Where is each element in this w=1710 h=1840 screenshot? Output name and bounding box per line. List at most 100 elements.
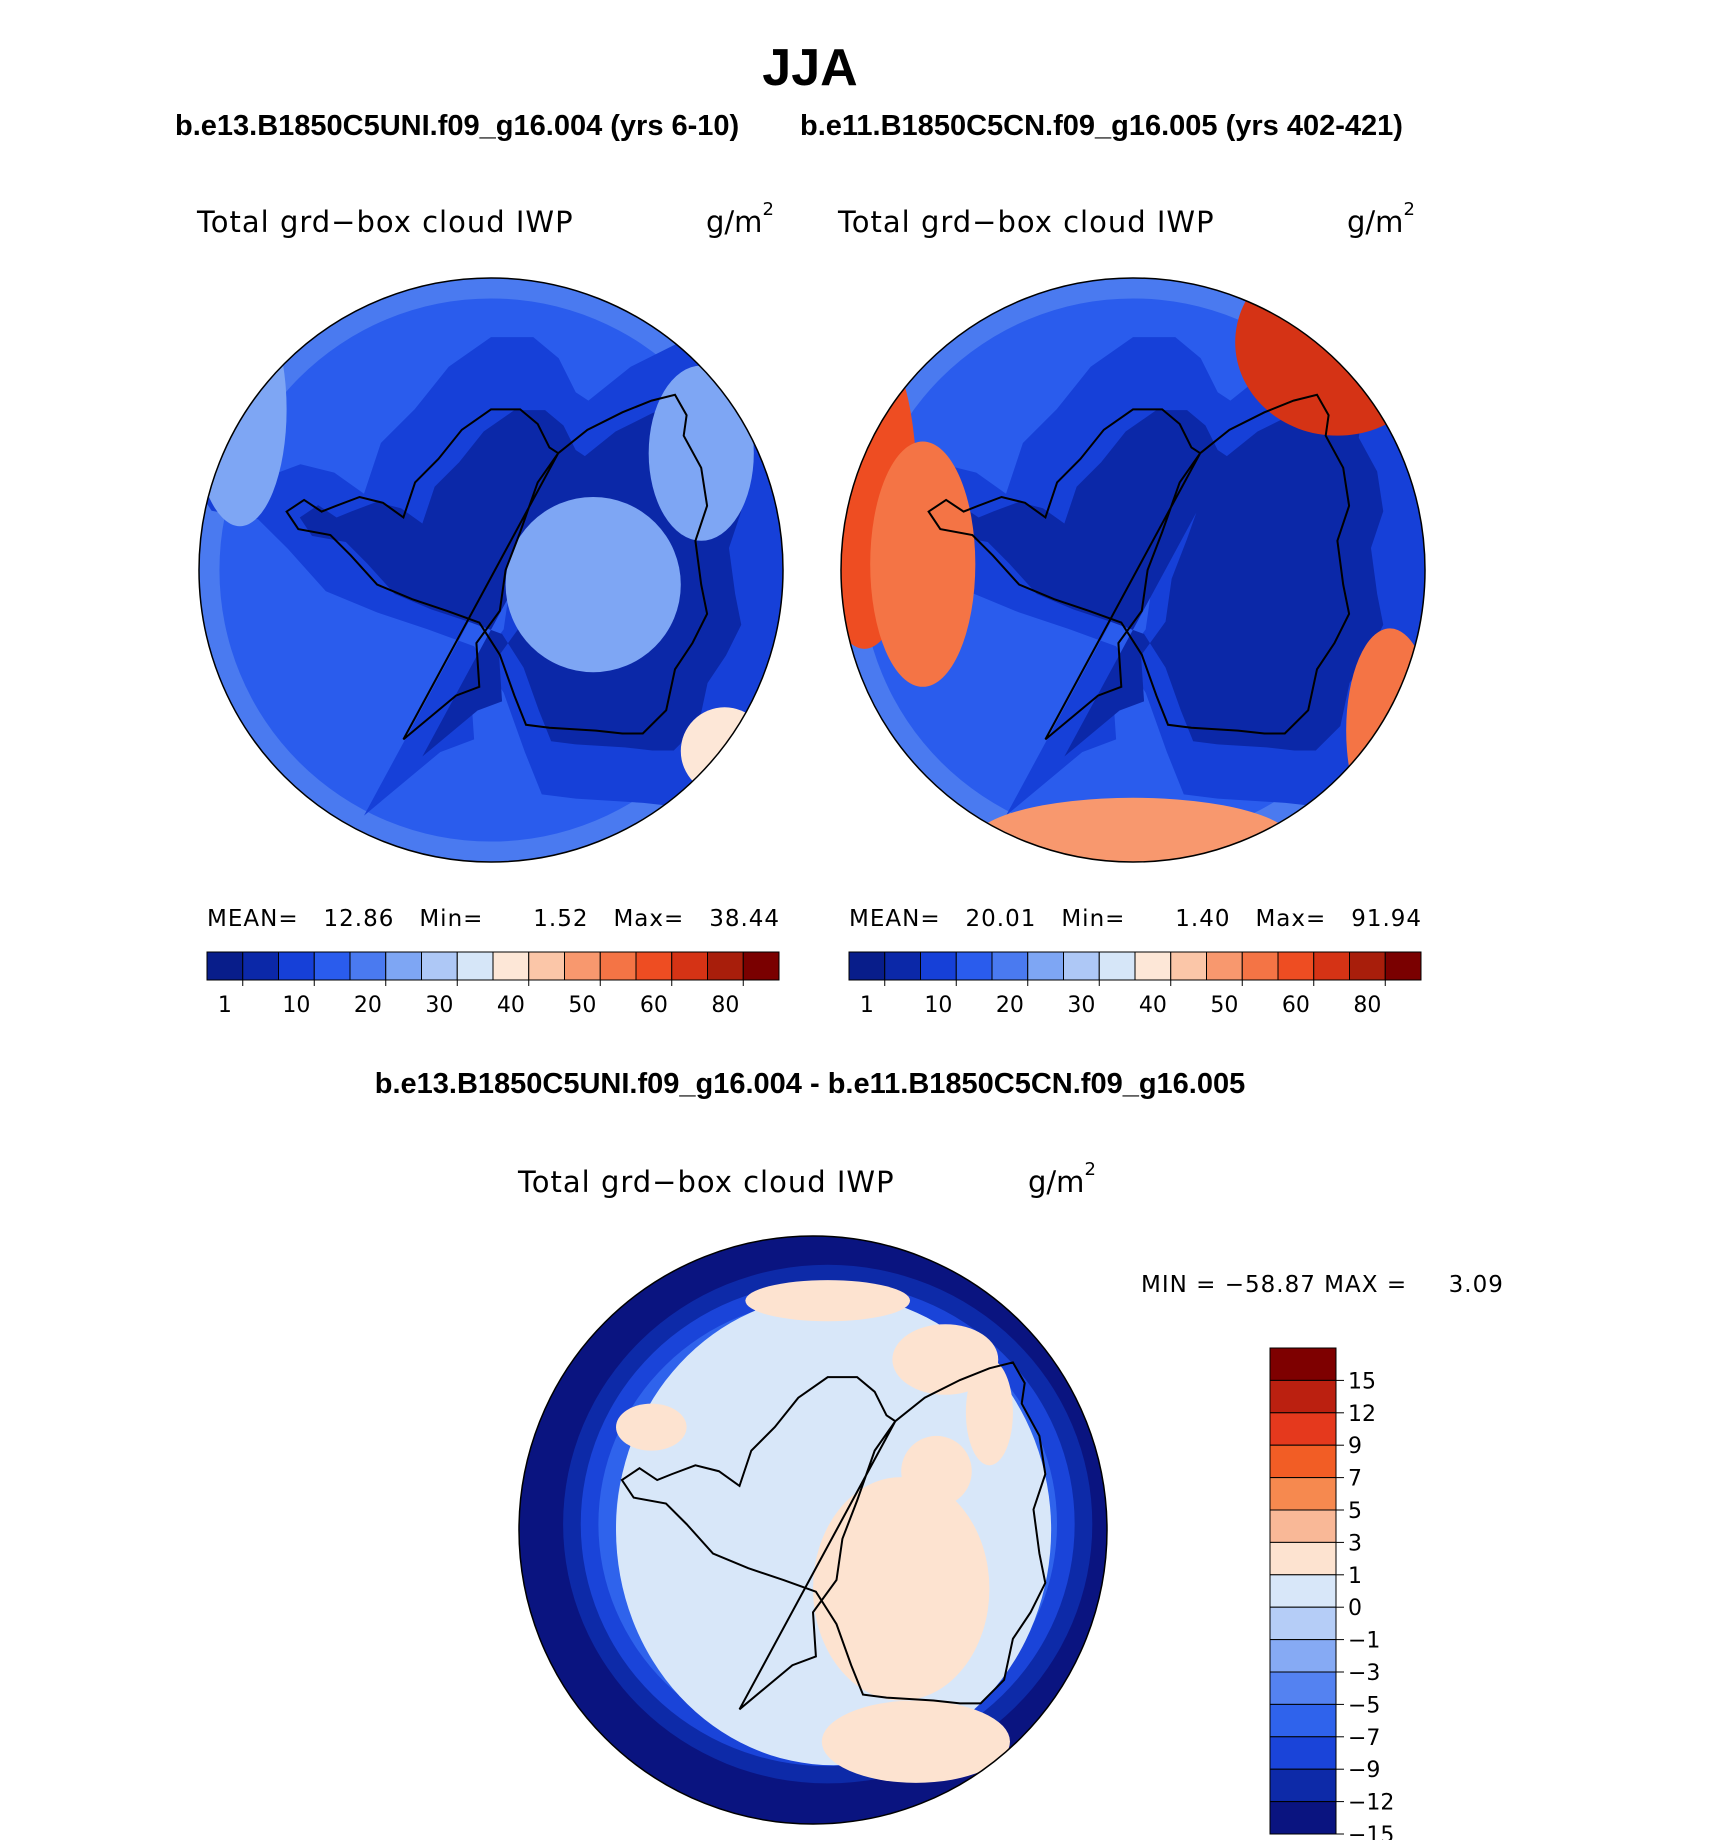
colorbar-tick-label: 10 — [924, 993, 952, 1018]
iwp-patch — [648, 365, 754, 541]
colorbar-tick-label: 10 — [282, 993, 310, 1018]
iwp-patch — [505, 497, 681, 673]
colorbar-tick-label: 30 — [425, 993, 453, 1018]
colorbar-box — [1269, 1736, 1337, 1770]
colorbar-tick-label: −15 — [1348, 1823, 1394, 1840]
left-plot-variable: Total grd−box cloud IWP — [197, 205, 574, 239]
coastline — [927, 393, 1351, 741]
positive-patch — [892, 1324, 999, 1395]
difference-colorbar: 15 12 9 7 5 3 1 0 −1 −3 −5 −7 −9 −12 −15 — [1269, 1347, 1394, 1840]
colorbar-box — [1269, 1703, 1337, 1738]
right-mean-value: 20.01 — [965, 906, 1037, 932]
colorbar-tick-label: 40 — [497, 993, 525, 1018]
colorbar-tick-label: 5 — [1348, 1499, 1362, 1524]
colorbar-box — [206, 951, 244, 981]
colorbar-box — [421, 951, 458, 981]
difference-polar-map — [518, 1235, 1108, 1825]
colorbar-box — [492, 951, 530, 981]
colorbar-box — [528, 951, 565, 981]
left-plot-units: g/m2 — [706, 199, 774, 239]
right-polar-map — [840, 277, 1426, 863]
diff-plot-units: g/m2 — [1028, 1159, 1096, 1199]
right-colorbar: 1 10 20 30 40 50 60 80 — [848, 951, 1422, 1018]
colorbar-box — [1170, 951, 1207, 981]
colorbar-box — [1241, 951, 1279, 981]
colorbar-tick-label: 80 — [711, 993, 739, 1018]
colorbar-box — [1269, 1509, 1337, 1543]
iwp-patch — [680, 707, 769, 795]
positive-patch — [813, 1477, 990, 1701]
iwp-patch — [199, 292, 287, 527]
colorbar-tick-label: 12 — [1348, 1402, 1376, 1427]
colorbar-box — [884, 951, 921, 981]
colorbar-box — [1269, 1768, 1337, 1803]
colorbar-box — [278, 951, 315, 981]
colorbar-box — [991, 951, 1029, 981]
map-border — [518, 1235, 1108, 1825]
left-mean-label: MEAN= — [207, 906, 299, 932]
right-plot-units: g/m2 — [1347, 199, 1415, 239]
positive-patch — [901, 1435, 972, 1507]
difference-title: b.e13.B1850C5UNI.f09_g16.004 - b.e11.B18… — [374, 1068, 1246, 1100]
colorbar-tick-label: 1 — [860, 993, 874, 1018]
colorbar-tick-label: 80 — [1353, 993, 1381, 1018]
colorbar-box — [635, 951, 673, 981]
right-units-text: g/m — [1347, 205, 1404, 239]
colorbar-box — [1269, 1412, 1337, 1446]
positive-patch — [616, 1403, 687, 1451]
colorbar-tick-label: 40 — [1139, 993, 1167, 1018]
map-border — [198, 277, 784, 863]
colorbar-box — [1269, 1671, 1337, 1705]
colorbar-tick-label: −12 — [1348, 1791, 1394, 1816]
right-plot-variable: Total grd−box cloud IWP — [838, 205, 1215, 239]
colorbar-box — [349, 951, 387, 981]
colorbar-box — [955, 951, 993, 981]
left-units-text: g/m — [706, 205, 763, 239]
figure-title: JJA — [762, 39, 858, 97]
colorbar-box — [1349, 951, 1386, 981]
colorbar-box — [1269, 1574, 1337, 1608]
colorbar-box — [313, 951, 351, 981]
left-max-value: 38.44 — [709, 906, 781, 932]
interior-field — [941, 394, 1384, 757]
left-polar-map — [198, 277, 784, 863]
colorbar-tick-label: 20 — [354, 993, 382, 1018]
right-max-value: 91.94 — [1351, 906, 1423, 932]
iwp-patch — [972, 797, 1294, 862]
left-max-label: Max= — [613, 906, 685, 932]
positive-patch — [821, 1700, 1010, 1783]
colorbar-tick-label: 3 — [1348, 1531, 1362, 1556]
left-colorbar: 1 10 20 30 40 50 60 80 — [206, 951, 780, 1018]
colorbar-tick-label: 60 — [1282, 993, 1310, 1018]
colorbar-tick-label: 1 — [1348, 1564, 1362, 1589]
right-min-value: 1.40 — [1175, 906, 1231, 932]
colorbar-box — [242, 951, 279, 981]
colorbar-tick-label: 7 — [1348, 1467, 1362, 1492]
colorbar-box — [1269, 1801, 1337, 1835]
colorbar-box — [564, 951, 601, 981]
colorbar-box — [1313, 951, 1350, 981]
colorbar-box — [1269, 1444, 1337, 1479]
colorbar-tick-label: −7 — [1348, 1726, 1380, 1751]
colorbar-tick-label: 50 — [1210, 993, 1238, 1018]
colorbar-tick-label: 1 — [218, 993, 232, 1018]
colorbar-tick-label: 15 — [1348, 1369, 1376, 1394]
colorbar-tick-label: −9 — [1348, 1758, 1380, 1783]
left-units-exp: 2 — [762, 199, 774, 220]
colorbar-tick-label: −5 — [1348, 1693, 1380, 1718]
coastline — [285, 393, 709, 741]
colorbar-box — [920, 951, 957, 981]
iwp-patch — [870, 441, 976, 687]
colorbar-box — [456, 951, 494, 981]
colorbar-box — [1269, 1347, 1337, 1381]
right-max-label: Max= — [1255, 906, 1327, 932]
colorbar-box — [671, 951, 708, 981]
left-case-title: b.e13.B1850C5UNI.f09_g16.004 (yrs 6-10) — [175, 110, 740, 142]
coastline — [620, 1361, 1047, 1711]
iwp-patch — [1235, 278, 1425, 436]
colorbar-tick-label: 60 — [640, 993, 668, 1018]
colorbar-box — [1027, 951, 1064, 981]
diff-plot-variable: Total grd−box cloud IWP — [518, 1165, 895, 1199]
colorbar-box — [1206, 951, 1243, 981]
diff-max-label: MAX = — [1324, 1272, 1408, 1298]
